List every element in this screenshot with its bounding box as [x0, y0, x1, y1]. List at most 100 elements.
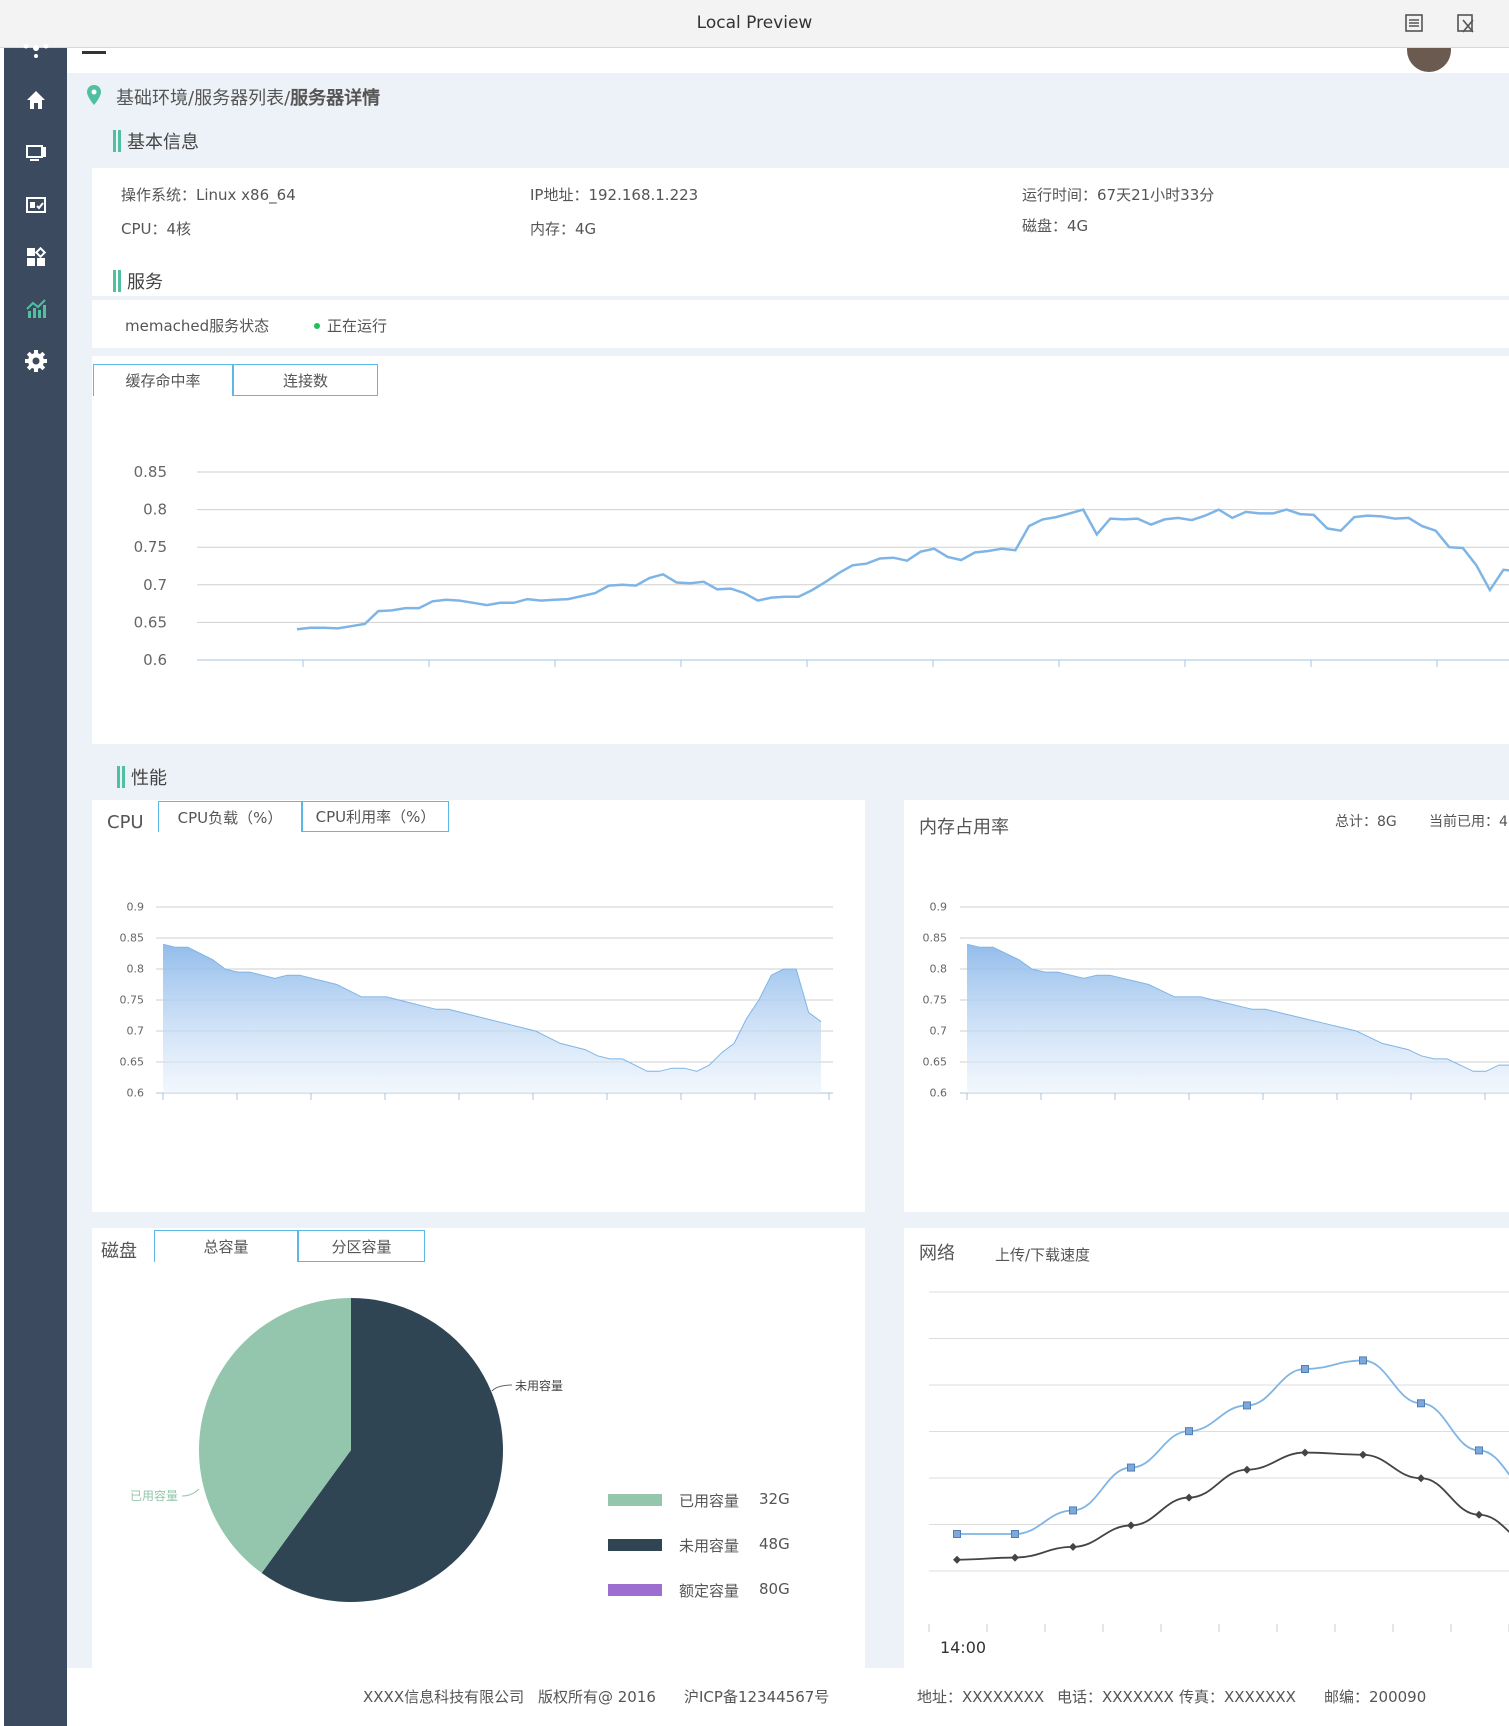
network-chart: 14:00	[928, 1291, 1509, 1657]
section-title-perf: 性能	[117, 764, 167, 790]
series-area	[967, 944, 1509, 1093]
footer-company: XXXX信息科技有限公司	[363, 1688, 525, 1706]
footer-zip: 邮编：200090	[1324, 1688, 1427, 1706]
footer-address: 地址：XXXXXXXX	[917, 1688, 1045, 1706]
upload-point	[1069, 1506, 1077, 1515]
main-content: 基础环境/服务器列表/服务器详情 基本信息 操作系统：Linux x86_64 …	[67, 48, 1509, 1726]
home-icon	[26, 91, 45, 109]
nav-monitor[interactable]	[4, 131, 67, 175]
cpu-info: CPU：4核	[121, 220, 192, 238]
tab-connections[interactable]: 连接数	[233, 364, 378, 396]
apps-icon	[26, 246, 46, 266]
memory-chart: 0.90.850.80.750.70.650.614:00	[923, 901, 1509, 1100]
avatar[interactable]	[1407, 48, 1451, 72]
y-tick-label: 0.65	[923, 1056, 948, 1069]
download-point	[1127, 1521, 1135, 1530]
section-title-service: 服务	[113, 268, 163, 294]
mem-info: 内存：4G	[530, 220, 597, 238]
download-point	[1475, 1510, 1483, 1519]
breadcrumb: 基础环境/服务器列表/服务器详情	[116, 84, 380, 110]
tab-cpu-usage[interactable]: CPU利用率（%）	[302, 801, 449, 832]
y-tick-label: 0.75	[923, 994, 948, 1007]
nav-settings[interactable]	[4, 339, 67, 383]
logo-icon	[4, 42, 67, 62]
service-status-panel: memached服务状态 正在运行	[92, 300, 1509, 348]
sidebar	[4, 44, 67, 1726]
network-panel-title: 网络	[919, 1243, 955, 1264]
upload-point	[953, 1530, 961, 1538]
x-tick-label-first: 14:00	[940, 1638, 986, 1657]
tab-cpu-load[interactable]: CPU负载（%）	[158, 801, 302, 832]
y-tick-label: 0.8	[143, 501, 167, 519]
y-tick-label: 0.65	[134, 613, 167, 631]
y-tick-label: 0.65	[120, 1056, 145, 1069]
breadcrumb-path[interactable]: 基础环境/服务器列表/	[116, 88, 291, 109]
y-tick-label: 0.85	[134, 463, 167, 481]
breadcrumb-current: 服务器详情	[290, 88, 381, 109]
upload-line	[957, 1359, 1509, 1535]
download-point	[1069, 1542, 1077, 1551]
y-tick-label: 0.9	[127, 901, 145, 914]
download-line	[956, 1451, 1509, 1561]
y-tick-label: 0.7	[930, 1025, 948, 1038]
upload-point	[1417, 1399, 1425, 1408]
tab-cache-hit[interactable]: 缓存命中率	[93, 364, 233, 396]
cpu-panel-title: CPU	[107, 812, 144, 833]
tab-total-capacity[interactable]: 总容量	[154, 1230, 298, 1262]
memory-used: 当前已用：4	[1429, 814, 1508, 830]
legend-swatch[interactable]	[608, 1494, 662, 1506]
upload-point	[1301, 1365, 1309, 1373]
footer-fax: 传真：XXXXXXX	[1179, 1688, 1296, 1706]
cache-hit-chart: 0.850.80.750.70.650.614:00	[134, 463, 1509, 669]
network-panel: 网络 上传/下载速度 14:00	[904, 1228, 1509, 1672]
upload-point	[1475, 1446, 1483, 1455]
status-dot	[314, 323, 320, 329]
menu-toggle-icon[interactable]	[82, 51, 106, 54]
section-title-basic: 基本信息	[113, 128, 199, 154]
y-tick-label: 0.85	[120, 932, 145, 945]
legend-swatch[interactable]	[608, 1539, 662, 1551]
close-preview-icon[interactable]	[1455, 12, 1477, 34]
y-tick-label: 0.8	[127, 963, 145, 976]
nav-cards[interactable]	[4, 183, 67, 227]
download-point	[1185, 1493, 1193, 1502]
download-point	[1359, 1450, 1367, 1459]
footer: XXXX信息科技有限公司 版权所有@ 2016 沪ICP备12344567号 地…	[67, 1668, 1509, 1726]
download-point	[953, 1555, 961, 1564]
tab-partition-capacity[interactable]: 分区容量	[298, 1230, 425, 1262]
nav-performance[interactable]	[4, 287, 67, 331]
label-leader	[181, 1488, 200, 1497]
footer-copyright: 版权所有@ 2016	[538, 1688, 656, 1706]
ip-info: IP地址：192.168.1.223	[530, 186, 699, 204]
series-line	[162, 943, 822, 1072]
service-status-label: memached服务状态	[125, 317, 270, 335]
y-tick-label: 0.7	[127, 1025, 145, 1038]
cache-chart-panel: 缓存命中率 连接数 0.850.80.750.70.650.614:00	[92, 356, 1509, 744]
series-line	[296, 508, 1509, 631]
upload-point	[1127, 1463, 1135, 1472]
legend-label: 额定容量	[679, 1582, 740, 1600]
window-title: Local Preview	[696, 13, 813, 33]
legend-swatch[interactable]	[608, 1584, 662, 1596]
nav-home[interactable]	[4, 78, 67, 122]
disk-panel-title: 磁盘	[101, 1241, 137, 1262]
basic-info-panel: 操作系统：Linux x86_64 IP地址：192.168.1.223 运行时…	[92, 168, 1509, 296]
download-point	[1417, 1474, 1425, 1483]
footer-icp: 沪ICP备12344567号	[684, 1688, 830, 1706]
status-badge: 正在运行	[327, 317, 388, 335]
nav-apps[interactable]	[4, 235, 67, 279]
legend-label: 已用容量	[679, 1492, 740, 1510]
id-card-icon	[25, 197, 46, 213]
legend-value: 32G	[759, 1490, 790, 1508]
location-icon	[87, 85, 101, 105]
network-subtitle: 上传/下载速度	[995, 1246, 1091, 1264]
y-tick-label: 0.8	[930, 963, 948, 976]
upload-point	[1243, 1401, 1251, 1410]
upload-point	[1011, 1530, 1019, 1538]
chart-icon	[25, 299, 46, 318]
top-header	[67, 48, 1509, 73]
pie-slice-unused	[261, 1298, 503, 1602]
y-tick-label: 0.7	[143, 576, 167, 594]
document-icon[interactable]	[1403, 12, 1425, 34]
